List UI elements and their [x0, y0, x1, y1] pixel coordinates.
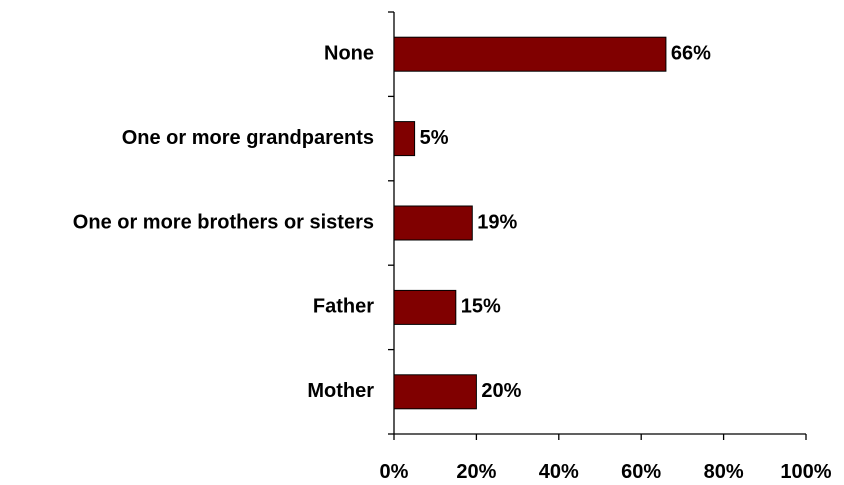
x-tick-label: 0% — [380, 461, 409, 483]
x-tick-label: 40% — [539, 461, 579, 483]
data-label: 19% — [477, 211, 517, 233]
category-label: Father — [313, 296, 374, 318]
data-label: 15% — [461, 296, 501, 318]
x-axis-ticks: 0% 20% 40% 60% 80% 100% — [380, 434, 832, 483]
data-label: 66% — [671, 42, 711, 64]
bar — [393, 36, 667, 72]
category-label: One or more brothers or sisters — [73, 211, 374, 233]
data-label: 20% — [481, 380, 521, 402]
bar — [393, 205, 473, 241]
bar-series: None 66% One or more grandparents 5% One or … — [73, 36, 711, 410]
bar — [393, 374, 477, 410]
y-axis-ticks — [388, 11, 394, 435]
x-tick-label: 60% — [621, 461, 661, 483]
x-tick-label: 100% — [780, 461, 831, 483]
data-label: 5% — [420, 127, 449, 149]
bar — [393, 121, 416, 157]
bar — [393, 289, 457, 325]
x-tick-label: 20% — [456, 461, 496, 483]
category-label: One or more grandparents — [122, 127, 374, 149]
category-label: None — [324, 42, 374, 64]
category-label: Mother — [307, 380, 374, 402]
x-tick-label: 80% — [704, 461, 744, 483]
